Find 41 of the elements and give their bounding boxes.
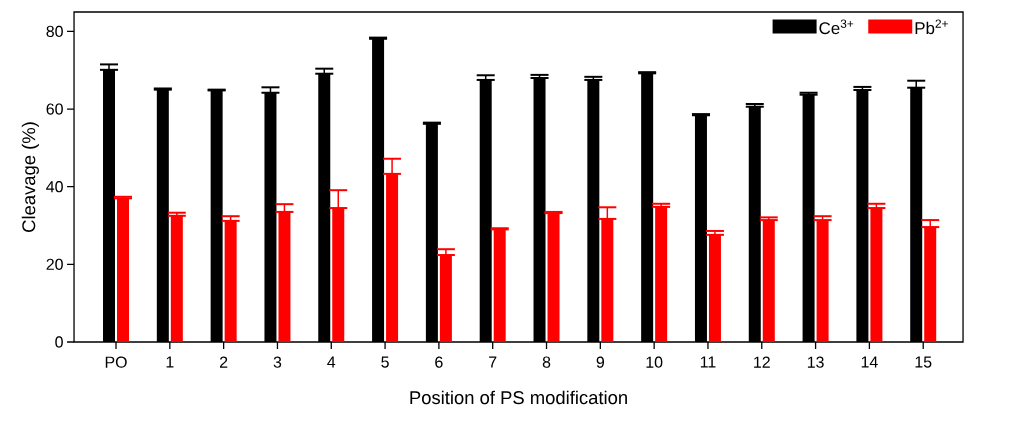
- x-tick-label: 7: [489, 356, 497, 368]
- bar: [170, 215, 183, 342]
- bar: [924, 227, 937, 342]
- bar: [547, 213, 560, 342]
- y-tick-label: 0: [55, 336, 63, 348]
- y-tick-label: 80: [46, 25, 63, 38]
- bar: [816, 220, 829, 342]
- x-tick-label: 8: [542, 356, 551, 368]
- legend-label: Pb$^{2+}$: [915, 19, 948, 35]
- x-tick-label: 4: [327, 356, 336, 368]
- x-tick-label: PO: [105, 356, 127, 368]
- bar: [493, 229, 506, 342]
- x-tick-label: 11: [700, 356, 716, 368]
- bar: [762, 220, 775, 342]
- x-axis-title: Position of PS modification: [410, 390, 627, 405]
- y-tick-label: 20: [46, 258, 63, 270]
- bar: [224, 220, 237, 342]
- x-tick-label: 1: [166, 356, 174, 368]
- bar: [655, 206, 668, 342]
- x-tick-label: 15: [915, 356, 932, 368]
- y-axis-title: Cleavage (%): [21, 122, 39, 232]
- x-tick-label: 13: [807, 356, 824, 368]
- bar: [117, 198, 130, 342]
- x-tick-label: 14: [861, 356, 878, 368]
- x-tick-label: 6: [435, 356, 443, 368]
- bar: [601, 218, 614, 342]
- bar: [439, 255, 452, 342]
- bar: [278, 211, 291, 342]
- x-tick-label: 12: [754, 356, 770, 368]
- x-tick-label: 5: [381, 356, 389, 368]
- x-tick-label: 2: [220, 356, 228, 368]
- y-tick-label: 40: [46, 181, 63, 193]
- bar: [386, 173, 399, 342]
- y-tick-label: 60: [46, 103, 63, 115]
- x-tick-label: 3: [273, 356, 282, 368]
- x-tick-label: 9: [596, 356, 605, 368]
- bar: [332, 208, 345, 342]
- legend-label: Ce$^{3+}$: [819, 19, 854, 35]
- bar: [870, 208, 883, 342]
- bar: [708, 234, 721, 342]
- x-tick-label: 10: [646, 356, 663, 368]
